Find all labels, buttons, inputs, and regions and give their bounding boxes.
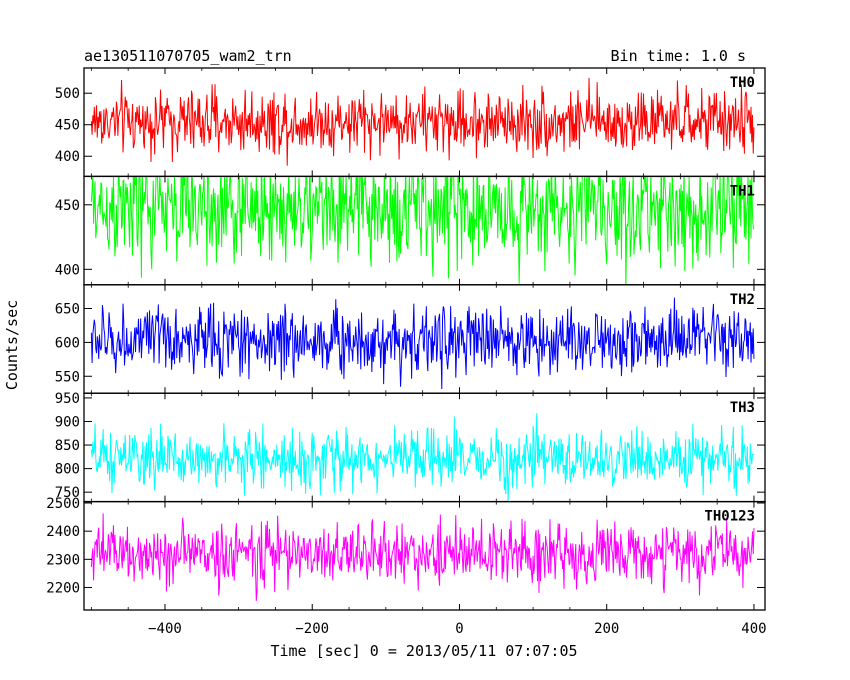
- y-tick-label: 550: [55, 369, 80, 385]
- y-tick-label: 600: [55, 335, 80, 351]
- panel-th1: 400 450 TH1: [55, 175, 766, 286]
- series-line-th0123: [90, 513, 755, 601]
- series-line-th0: [90, 77, 755, 166]
- panel-th0123: 2200 2300 2400 2500 TH0123: [46, 496, 766, 611]
- y-axis-label: Counts/sec: [3, 300, 21, 390]
- panel-label-th3: TH3: [730, 400, 755, 416]
- chart-title: ae130511070705_wam2_trn: [84, 47, 292, 65]
- panel-label-th2: TH2: [730, 292, 755, 308]
- x-axis: −400 −200 0 200 400: [148, 621, 766, 637]
- x-tick-label: −200: [295, 621, 329, 637]
- series-line-th2: [90, 297, 755, 390]
- y-tick-label: 2400: [46, 524, 80, 540]
- y-tick-label: 950: [55, 391, 80, 407]
- panel-th0: 400 450 500 TH0: [55, 67, 766, 178]
- y-tick-label: 2300: [46, 552, 80, 568]
- y-tick-label: 650: [55, 302, 80, 318]
- y-tick-label: 850: [55, 438, 80, 454]
- panel-label-th0: TH0: [730, 75, 755, 91]
- y-tick-label: 750: [55, 485, 80, 501]
- series-line-th3: [90, 413, 755, 502]
- y-tick-label: 900: [55, 414, 80, 430]
- x-tick-label: 0: [455, 621, 463, 637]
- x-axis-label: Time [sec] 0 = 2013/05/11 07:07:05: [270, 642, 577, 660]
- y-tick-label: 400: [55, 262, 80, 278]
- panel-label-th0123: TH0123: [704, 509, 755, 525]
- x-tick-label: 400: [741, 621, 766, 637]
- y-tick-label: 2200: [46, 580, 80, 596]
- panel-th3: 750 800 850 900 950 TH3: [55, 391, 766, 503]
- panel-frame-th1: [83, 175, 766, 286]
- panel-label-th1: TH1: [730, 183, 755, 199]
- bin-time-label: Bin time: 1.0 s: [611, 47, 746, 65]
- y-tick-label: 400: [55, 149, 80, 165]
- x-tick-label: −400: [148, 621, 182, 637]
- y-tick-label: 800: [55, 462, 80, 478]
- y-tick-label: 450: [55, 118, 80, 134]
- x-tick-label: 200: [594, 621, 619, 637]
- panel-th2: 550 600 650 TH2: [55, 284, 766, 394]
- y-tick-label: 450: [55, 198, 80, 214]
- y-tick-label: 2500: [46, 496, 80, 512]
- y-tick-label: 500: [55, 86, 80, 102]
- panel-frame-th0123: [83, 500, 766, 611]
- panels: 400 450 500 TH0 400 450 TH1 550 600 650 TH2 750 800 8…: [46, 67, 766, 611]
- series-line-th1: [90, 176, 755, 285]
